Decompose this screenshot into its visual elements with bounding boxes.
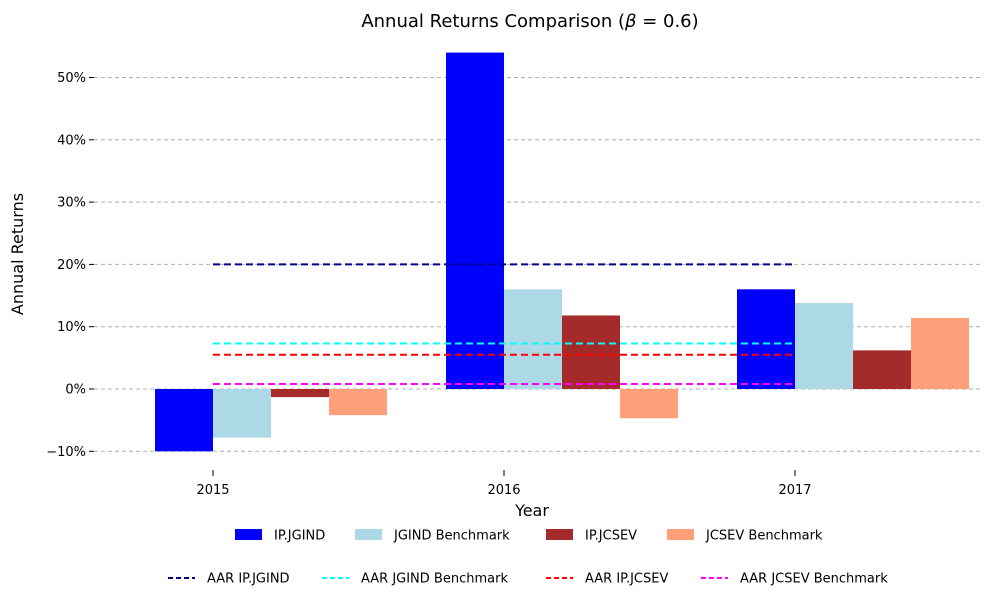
legend-label: JCSEV Benchmark (705, 529, 823, 544)
bar (271, 389, 329, 398)
legend-bars: IP.JGIND JGIND Benchmark IP.JCSEV JCSEV Ben… (235, 529, 823, 544)
y-tick-label: −10% (46, 445, 86, 460)
bars-layer (155, 52, 969, 452)
legend-swatch (355, 529, 382, 540)
chart-title: Annual Returns Comparison (β = 0.6) (361, 11, 698, 32)
y-tick-label: 20% (57, 258, 86, 273)
x-axis-title: Year (514, 501, 549, 520)
bar (329, 389, 387, 416)
bar (213, 389, 271, 438)
legend-label: IP.JGIND (274, 529, 325, 544)
x-tick-label: 2015 (196, 483, 229, 498)
y-axis-title: Annual Returns (8, 193, 27, 315)
bar (737, 289, 795, 389)
bar (795, 303, 853, 389)
legend-line-label: AAR IP.JGIND (207, 572, 290, 587)
chart-title-prefix: Annual Returns Comparison ( (361, 11, 625, 32)
bar (911, 317, 969, 389)
y-tick-label: 30% (57, 196, 86, 211)
bar (620, 389, 678, 419)
bar (504, 289, 562, 389)
bar (446, 52, 504, 390)
bar (562, 315, 620, 389)
y-tick-label: 40% (57, 133, 86, 148)
chart-title-suffix: = 0.6) (636, 11, 698, 32)
legend-label: JGIND Benchmark (393, 529, 510, 544)
legend-swatch (667, 529, 694, 540)
x-tick-label: 2017 (778, 483, 811, 498)
legend-swatch (546, 529, 573, 540)
y-tick-label: 50% (57, 71, 86, 86)
y-tick-label: 10% (57, 320, 86, 335)
x-tick-label: 2016 (487, 483, 520, 498)
bar (853, 350, 911, 389)
reference-lines-layer (213, 263, 795, 386)
legend-line-label: AAR JCSEV Benchmark (740, 572, 888, 587)
y-tick-label: 0% (65, 383, 86, 398)
bar (155, 389, 213, 452)
legend-line-label: AAR JGIND Benchmark (361, 572, 508, 587)
chart-title-symbol: β (624, 11, 637, 32)
legend-swatch (235, 529, 262, 540)
legend-label: IP.JCSEV (585, 529, 637, 544)
legend-line-label: AAR IP.JCSEV (585, 572, 668, 587)
legend-lines: AAR IP.JGIND AAR JGIND Benchmark AAR IP.JC… (168, 572, 888, 587)
ticks-layer: −10% 0% 10% 20% 30% 40% 50% 2015 2016 2017 (46, 71, 811, 498)
